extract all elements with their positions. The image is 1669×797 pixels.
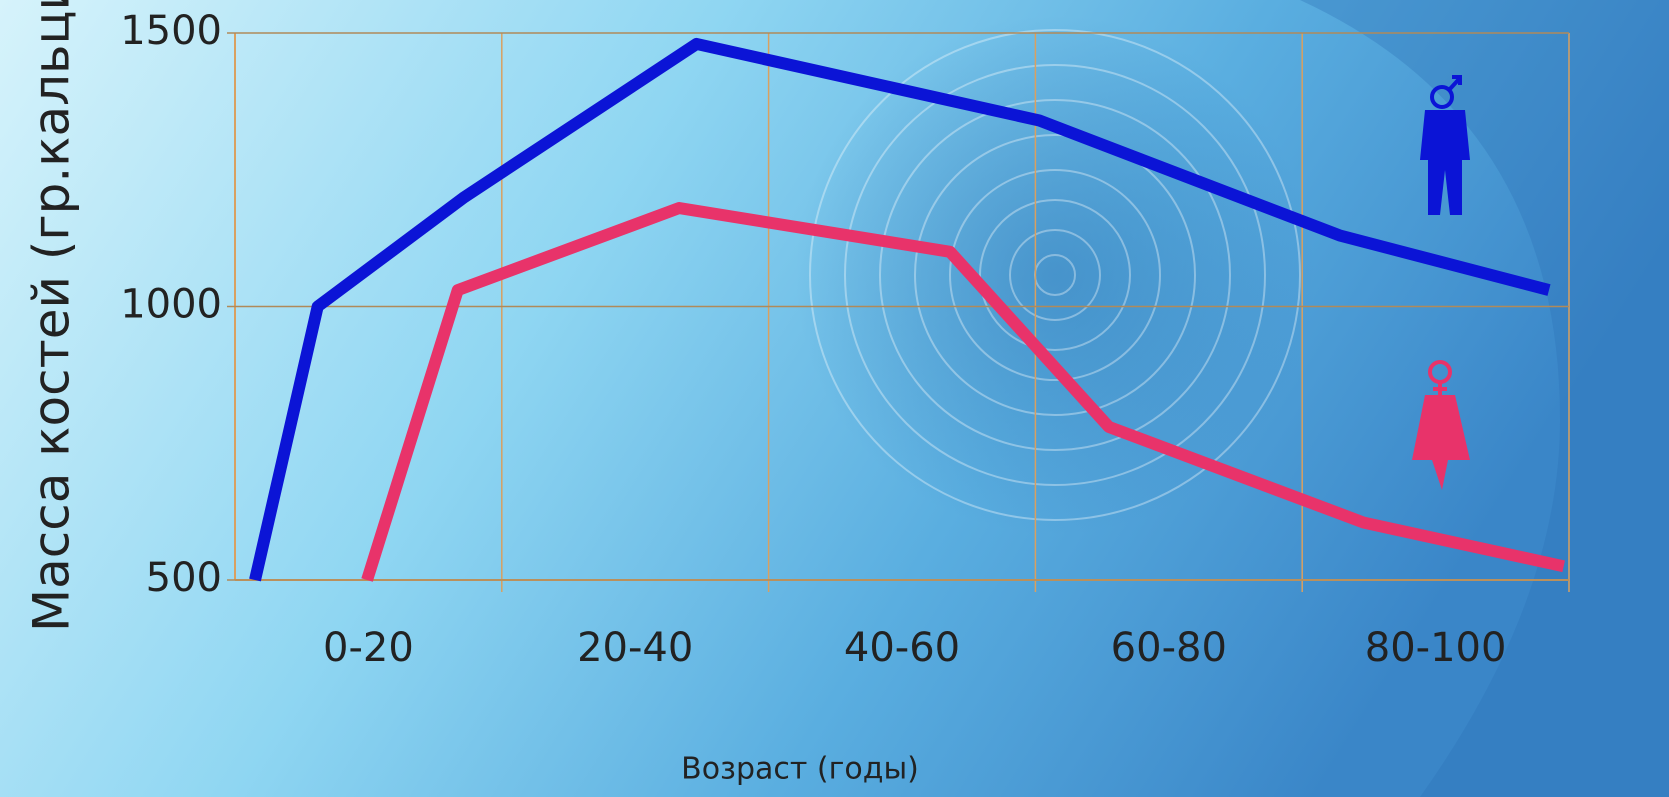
x-axis-label: Возраст (годы) — [681, 752, 919, 787]
y-tick-label: 500 — [146, 555, 222, 601]
glow — [795, 15, 1315, 535]
x-tick-label: 80-100 — [1365, 625, 1507, 671]
chart: Масса костей (гр.кальция) Возраст (годы)… — [0, 0, 1669, 797]
y-tick-label: 1000 — [120, 282, 222, 328]
y-tick-label: 1500 — [120, 8, 222, 54]
x-tick-label: 20-40 — [577, 625, 693, 671]
x-tick-label: 0-20 — [323, 625, 414, 671]
x-tick-label: 40-60 — [844, 625, 960, 671]
page: Масса костей (гр.кальция) Возраст (годы)… — [0, 0, 1669, 797]
x-tick-label: 60-80 — [1111, 625, 1227, 671]
y-axis-label: Масса костей (гр.кальция) — [23, 0, 81, 632]
